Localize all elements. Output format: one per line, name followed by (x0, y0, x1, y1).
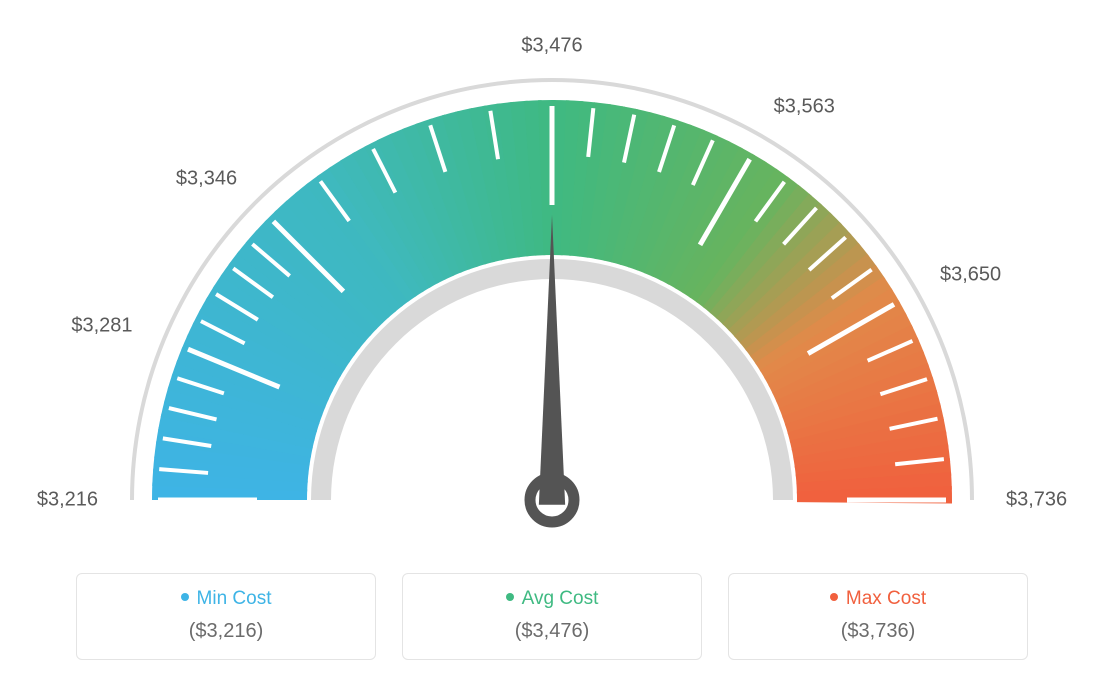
legend-value: ($3,216) (87, 620, 365, 643)
cost-gauge-widget: $3,216 $3,281 $3,346 $3,476 $3,563 $3,650 $3,7… (0, 0, 1104, 690)
legend-title: Min Cost (87, 588, 365, 610)
legend-card-max: Max Cost ($3,736) (728, 573, 1028, 660)
legend-dot-icon (181, 593, 189, 601)
legend-dot-icon (506, 593, 514, 601)
tick-label: $3,281 (71, 315, 132, 338)
legend-value: ($3,736) (739, 620, 1017, 643)
legend-row: Min Cost ($3,216) Avg Cost ($3,476) Max … (0, 573, 1104, 660)
legend-title-text: Avg Cost (522, 588, 599, 609)
tick-label: $3,736 (1006, 489, 1067, 512)
tick-label: $3,346 (176, 167, 237, 190)
legend-title-text: Min Cost (197, 588, 272, 609)
needle (539, 215, 565, 505)
legend-card-min: Min Cost ($3,216) (76, 573, 376, 660)
legend-value: ($3,476) (413, 620, 691, 643)
tick-label: $3,650 (940, 263, 1001, 286)
tick-label: $3,476 (521, 35, 582, 58)
tick-label: $3,216 (37, 489, 98, 512)
gauge-area: $3,216 $3,281 $3,346 $3,476 $3,563 $3,650 $3,7… (0, 0, 1104, 540)
gauge-svg (112, 40, 992, 540)
legend-title: Max Cost (739, 588, 1017, 610)
legend-title: Avg Cost (413, 588, 691, 610)
legend-card-avg: Avg Cost ($3,476) (402, 573, 702, 660)
legend-dot-icon (830, 593, 838, 601)
tick-label: $3,563 (774, 96, 835, 119)
legend-title-text: Max Cost (846, 588, 926, 609)
